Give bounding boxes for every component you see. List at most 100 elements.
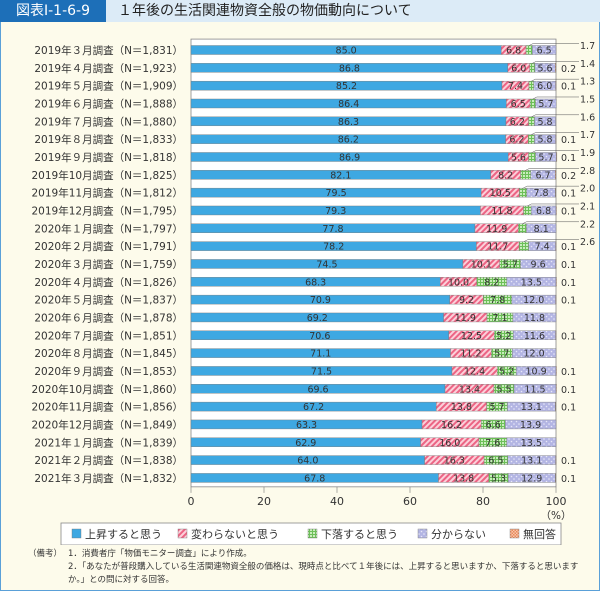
bar-segment [528,152,536,162]
category-label: 2020年４月調査（N＝1,826） [34,276,183,289]
data-label: 70.9 [310,295,331,306]
leader-line [531,114,579,118]
leader-line [531,78,579,82]
category-label: 2019年７月調査（N＝1,880） [34,115,183,128]
data-label: 7.4 [535,242,550,253]
bar-segment [555,205,557,216]
data-label: 7.1 [492,313,507,324]
data-label: 86.3 [338,117,359,128]
data-label: 10.1 [471,259,492,270]
leader-line [527,203,579,207]
leader-line [532,61,579,64]
data-label: 16.0 [439,438,460,449]
data-label: 10.0 [448,277,469,288]
data-label: 6.2 [509,135,524,146]
leader-line [531,132,579,135]
x-tick-label: 0 [188,495,195,508]
category-label: 2019年５月調査（N＝1,909） [34,80,183,93]
data-label: 64.0 [297,456,318,467]
data-label: 0.2 [561,64,576,75]
category-label: 2020年11月調査（N＝1,856） [32,401,184,414]
data-label: 6.2 [510,117,525,128]
data-label: 1.4 [580,59,595,70]
data-label: 71.1 [310,349,331,360]
bar-segment [534,116,556,127]
category-label: 2021年１月調査（N＝1,839） [34,436,183,449]
data-label: 12.9 [521,473,542,484]
bar-segment [555,330,557,340]
data-label: 86.8 [339,63,360,74]
data-label: 69.6 [307,384,328,395]
bar-segment [512,312,557,323]
data-label: 67.8 [304,473,325,484]
data-label: 5.7 [489,402,504,413]
bar-segment [555,134,557,144]
data-label: 13.1 [521,456,542,467]
data-label: 11.6 [524,331,545,342]
legend-label: 上昇すると思う [85,528,162,541]
x-tick-label: 60 [403,495,417,508]
data-label: 77.8 [322,224,343,235]
data-label: 0.1 [561,206,576,217]
data-label: 0.1 [561,260,576,271]
leader-line [523,185,579,189]
data-label: 13.5 [521,438,542,449]
bar-segment [526,223,557,234]
data-label: 6.6 [486,420,501,431]
data-label: 2.0 [580,184,595,195]
data-label: 0.1 [561,456,576,467]
category-label: 2020年10月調査（N＝1,860） [32,383,184,396]
data-label: 78.2 [323,242,344,253]
bar-segment [519,187,527,198]
legend-label: 変わらないと思う [191,527,279,541]
bar-segment [555,473,556,483]
bar-segment [518,223,527,234]
data-label: 1.3 [580,77,595,88]
data-label: 82.1 [330,170,351,181]
data-label: 8.1 [534,224,549,235]
data-label: 85.2 [336,81,357,92]
data-label: 5.2 [499,366,514,377]
data-label: 9.6 [531,259,546,270]
data-label: 0.1 [561,153,576,164]
data-label: 1.6 [580,112,595,123]
category-label: 2020年６月調査（N＝1,878） [34,311,183,324]
data-label: 2.6 [580,237,595,248]
data-label: 16.2 [441,420,462,431]
data-label: 74.5 [316,259,337,270]
data-label: 5.6 [511,152,526,163]
legend-swatch [307,528,318,539]
data-label: 12.4 [464,366,485,377]
data-label: 10.9 [526,366,547,377]
data-label: 5.7 [538,99,553,110]
data-label: 68.3 [305,277,326,288]
bar-segment [528,134,535,144]
bar-segment [528,116,535,127]
data-label: 0.1 [561,296,576,307]
data-label: 1.7 [580,130,595,141]
bar-segment [555,80,557,91]
data-label: 86.4 [338,99,359,110]
data-label: 2.1 [580,201,595,212]
x-tick-label: 100 [546,495,567,508]
bar-segment [535,98,557,109]
bar-segment [555,401,556,412]
data-label: 6.0 [511,63,526,74]
bar-segment [555,455,557,465]
category-label: 2019年６月調査（N＝1,888） [34,97,183,110]
data-label: 6.8 [536,206,551,217]
data-label: 79.5 [326,188,347,199]
data-label: 6.0 [537,81,552,92]
category-label: 2019年11月調査（N＝1,812） [32,187,184,200]
data-label: 0.1 [561,367,576,378]
bar-segment [506,437,557,447]
data-label: 6.5 [511,99,526,110]
notes-label: （備考） [28,549,63,559]
data-label: 10.5 [490,188,511,199]
bar-segment [555,366,557,376]
category-label: 2020年12月調査（N＝1,849） [32,418,184,431]
data-label: 5.7 [538,152,553,163]
data-label: 7.8 [490,295,505,306]
bar-segment [518,241,529,251]
bar-segment [555,277,557,287]
